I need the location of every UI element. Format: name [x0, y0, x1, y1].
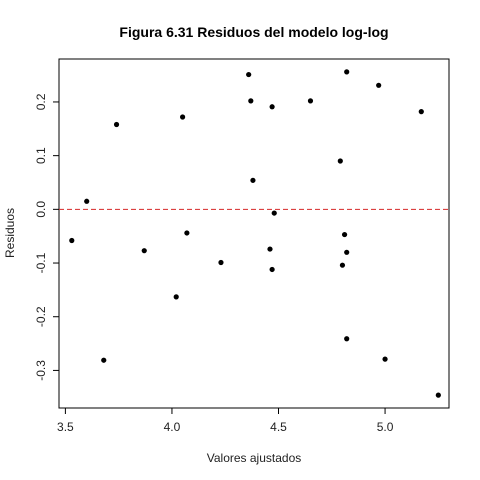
x-tick-label: 5.0: [377, 420, 394, 434]
data-point: [337, 158, 343, 164]
data-point: [339, 262, 346, 268]
y-axis-label: Residuos: [3, 208, 17, 258]
data-point: [250, 177, 256, 183]
data-points: [69, 69, 441, 398]
data-point: [341, 231, 348, 238]
x-axis-label: Valores ajustados: [207, 451, 302, 465]
x-axis: 3.5 4.0 4.5 5.0: [57, 407, 394, 434]
x-tick-label: 4.5: [270, 420, 287, 434]
y-tick-label: -0.1: [34, 252, 48, 273]
data-point: [344, 69, 350, 75]
data-point: [269, 266, 275, 273]
data-point: [307, 98, 314, 104]
data-point: [101, 357, 107, 363]
y-axis: -0.3 -0.2 -0.1 0.0 0.1 0.2: [34, 93, 60, 381]
y-tick-label: 0.0: [34, 201, 48, 218]
x-tick-label: 4.0: [164, 420, 181, 434]
data-point: [218, 259, 224, 266]
data-point: [418, 109, 424, 115]
data-point: [267, 246, 273, 252]
data-point: [84, 198, 90, 204]
y-tick-label: -0.2: [34, 306, 48, 327]
data-point: [246, 71, 252, 78]
y-tick-label: -0.3: [34, 360, 48, 381]
data-point: [180, 114, 186, 120]
data-point: [344, 336, 350, 342]
data-point: [184, 230, 190, 236]
data-point: [69, 237, 75, 244]
data-point: [113, 121, 120, 128]
y-tick-label: 0.2: [34, 93, 48, 110]
data-point: [141, 248, 147, 254]
y-tick-label: 0.1: [34, 147, 48, 164]
data-point: [173, 294, 179, 300]
data-point: [269, 104, 275, 110]
data-point: [382, 356, 388, 362]
data-point: [271, 210, 277, 216]
data-point: [248, 98, 254, 104]
data-point: [435, 392, 441, 398]
plot-area-border: [58, 58, 450, 409]
x-tick-label: 3.5: [57, 420, 74, 434]
data-point: [344, 249, 350, 255]
data-point: [376, 82, 382, 88]
chart-title: Figura 6.31 Residuos del modelo log-log: [119, 24, 388, 40]
